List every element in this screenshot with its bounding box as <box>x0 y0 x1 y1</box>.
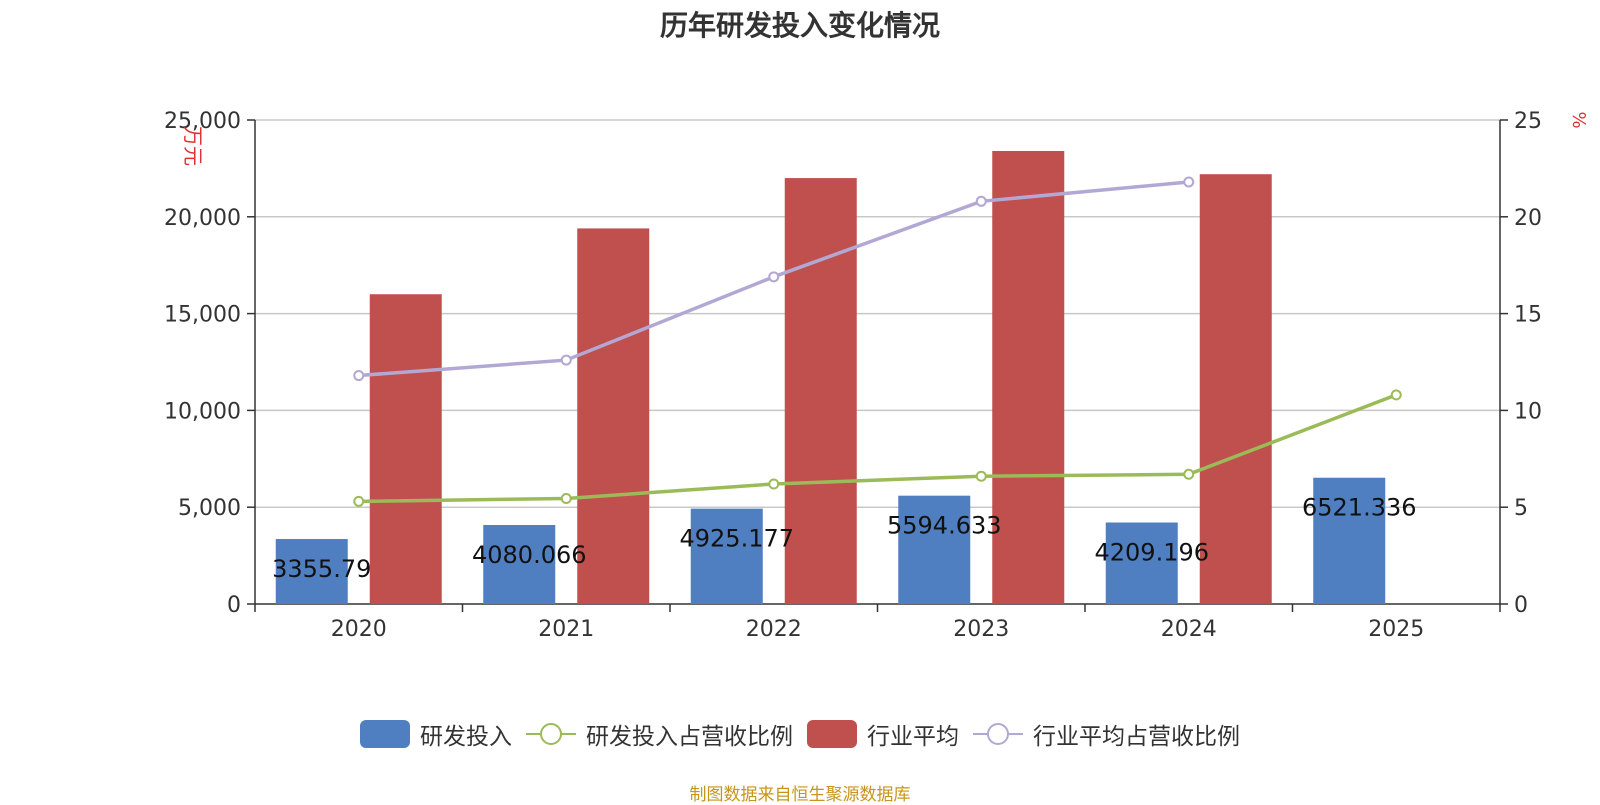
chart-plot: 05,00010,00015,00020,00025,0000510152025… <box>164 109 1589 642</box>
bar <box>369 294 442 604</box>
data-label: 3355.79 <box>272 555 371 583</box>
line-point <box>975 470 987 482</box>
data-label: 4209.196 <box>1094 539 1209 567</box>
y-right-tick-label: 25 <box>1514 109 1542 134</box>
x-tick-label: 2025 <box>1368 617 1424 642</box>
legend-swatch-industry-ratio <box>973 723 1023 745</box>
line-point <box>560 492 572 504</box>
data-label: 6521.336 <box>1302 494 1417 522</box>
bar <box>690 508 763 604</box>
y-left-tick-label: 25,000 <box>164 109 241 134</box>
legend-item-industry-ratio[interactable]: 行业平均占营收比例 <box>973 717 1240 751</box>
line-point <box>768 271 780 283</box>
legend-swatch-rd <box>360 720 410 748</box>
y-right-tick-label: 5 <box>1514 496 1528 521</box>
bar <box>1199 174 1272 604</box>
legend-item-rd-ratio[interactable]: 研发投入占营收比例 <box>526 717 793 751</box>
x-tick-label: 2021 <box>538 617 594 642</box>
y-right-tick-label: 15 <box>1514 303 1542 328</box>
legend-item-rd[interactable]: 研发投入 <box>360 717 512 751</box>
legend-swatch-rd-ratio <box>526 723 576 745</box>
source-note: 制图数据来自恒生聚源数据库 <box>689 785 911 805</box>
y-left-tick-label: 10,000 <box>164 399 241 424</box>
data-label: 4080.066 <box>472 541 587 569</box>
bar <box>992 150 1065 604</box>
data-label: 5594.633 <box>887 512 1002 540</box>
series-line <box>358 393 1397 504</box>
line-point <box>1183 176 1195 188</box>
bar <box>577 228 650 604</box>
legend-label-industry: 行业平均 <box>867 724 959 750</box>
bar <box>1105 522 1178 604</box>
y-left-tick-label: 20,000 <box>164 206 241 231</box>
y-right-tick-label: 0 <box>1514 593 1528 618</box>
line-point <box>353 370 365 382</box>
line-point <box>1390 389 1402 401</box>
y-left-tick-label: 0 <box>227 593 241 618</box>
chart-title: 历年研发投入变化情况 <box>659 9 940 42</box>
x-tick-label: 2022 <box>746 617 802 642</box>
y-left-tick-label: 15,000 <box>164 303 241 328</box>
line-point <box>353 495 365 507</box>
bar <box>483 525 556 604</box>
bar <box>275 539 348 604</box>
x-tick-label: 2024 <box>1161 617 1217 642</box>
bar <box>1313 477 1386 604</box>
legend-label-industry-ratio: 行业平均占营收比例 <box>1033 724 1240 750</box>
data-label: 4925.177 <box>679 525 794 553</box>
legend-label-rd: 研发投入 <box>420 724 512 750</box>
line-point <box>1183 468 1195 480</box>
legend-label-rd-ratio: 研发投入占营收比例 <box>586 724 793 750</box>
bar <box>898 495 971 604</box>
line-point <box>560 354 572 366</box>
y-right-tick-label: 20 <box>1514 206 1542 231</box>
y-right-axis-unit: % <box>1568 111 1589 128</box>
y-left-tick-label: 5,000 <box>178 496 241 521</box>
x-tick-label: 2023 <box>953 617 1009 642</box>
line-point <box>975 195 987 207</box>
legend-swatch-industry <box>807 720 857 748</box>
bar <box>784 178 857 604</box>
x-tick-label: 2020 <box>331 617 387 642</box>
y-left-axis-unit: 万元 <box>181 126 205 166</box>
chart-legend: 研发投入 研发投入占营收比例 行业平均 行业平均占营收比例 <box>0 717 1600 751</box>
line-point <box>768 478 780 490</box>
legend-item-industry[interactable]: 行业平均 <box>807 717 959 751</box>
y-right-tick-label: 10 <box>1514 399 1542 424</box>
